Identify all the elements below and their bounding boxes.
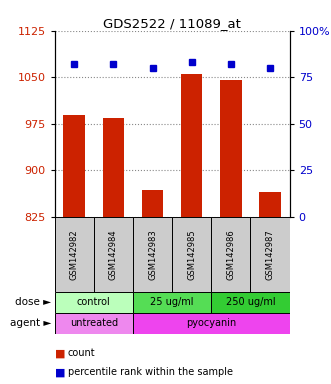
Text: ■: ■ [55,348,65,358]
Text: ■: ■ [55,367,65,377]
Text: GSM142986: GSM142986 [226,229,235,280]
Title: GDS2522 / 11089_at: GDS2522 / 11089_at [103,17,241,30]
Text: dose ►: dose ► [15,297,51,307]
Bar [103,118,124,217]
Text: GSM142985: GSM142985 [187,229,196,280]
Bar [133,217,172,291]
Bar [181,74,203,217]
Text: untreated: untreated [70,318,118,328]
Bar [211,291,290,313]
Text: GSM142983: GSM142983 [148,229,157,280]
Text: agent ►: agent ► [10,318,51,328]
Bar [220,80,242,217]
Bar [259,192,281,217]
Bar [251,217,290,291]
Bar [133,291,211,313]
Text: GSM142987: GSM142987 [265,229,274,280]
Bar [172,217,211,291]
Bar [142,190,163,217]
Text: 250 ug/ml: 250 ug/ml [226,297,275,307]
Bar [55,217,94,291]
Text: pyocyanin: pyocyanin [186,318,236,328]
Bar [133,313,290,334]
Text: GSM142984: GSM142984 [109,229,118,280]
Text: percentile rank within the sample: percentile rank within the sample [68,367,233,377]
Bar [94,217,133,291]
Text: 25 ug/ml: 25 ug/ml [150,297,194,307]
Bar [55,313,133,334]
Text: count: count [68,348,95,358]
Text: GSM142982: GSM142982 [70,229,79,280]
Text: control: control [77,297,111,307]
Bar [55,291,133,313]
Bar [64,114,85,217]
Bar [211,217,251,291]
